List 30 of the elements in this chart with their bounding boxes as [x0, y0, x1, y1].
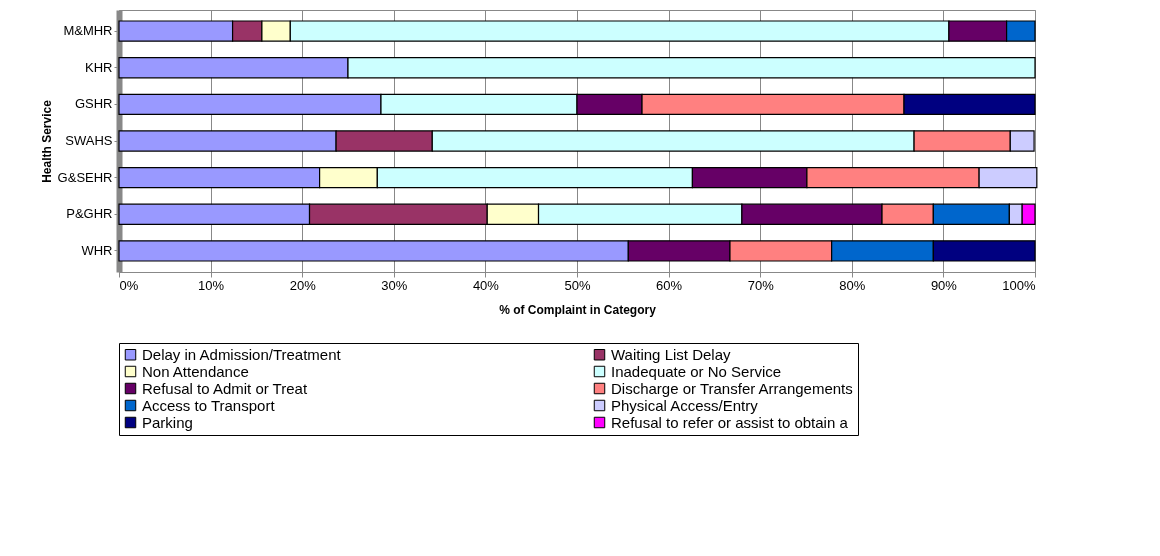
legend-label: Refusal to refer or assist to obtain a [611, 413, 849, 431]
x-tick-label: 80% [839, 277, 866, 293]
x-tick-label: 100% [1002, 277, 1036, 293]
x-tick-label: 20% [289, 277, 317, 293]
y-tick-label: WHR [81, 242, 113, 258]
x-tick-label: 50% [564, 277, 591, 293]
x-tick-label: 30% [381, 277, 408, 293]
x-tick-label: 0% [119, 277, 139, 293]
legend-label: Refusal to Admit or Treat [142, 379, 308, 397]
legend-label: Physical Access/Entry [611, 396, 759, 414]
x-tick-label: 60% [656, 277, 683, 293]
y-tick-label: GSHR [74, 96, 113, 112]
x-axis-title: % of Complaint in Category [499, 302, 657, 317]
x-tick-label: 10% [198, 277, 225, 293]
legend-label: Non Attendance [142, 362, 249, 380]
legend-label: Waiting List Delay [611, 345, 731, 363]
x-tick-label: 90% [930, 277, 958, 293]
y-tick-label: SWAHS [65, 133, 113, 148]
legend-label: Discharge or Transfer Arrangements [611, 379, 853, 397]
legend-label: Parking [142, 413, 193, 431]
legend-label: Inadequate or No Service [611, 362, 782, 380]
y-tick-label: G&SEHR [57, 169, 113, 185]
y-axis-title: Health Service [39, 99, 54, 183]
y-tick-label: P&GHR [66, 206, 113, 222]
legend-label: Access to Transport [142, 396, 276, 414]
y-tick-label: KHR [85, 59, 113, 75]
y-tick-label: M&MHR [63, 23, 113, 39]
x-tick-label: 40% [472, 277, 500, 293]
x-tick-label: 70% [747, 277, 775, 293]
legend-label: Delay in Admission/Treatment [142, 345, 342, 363]
